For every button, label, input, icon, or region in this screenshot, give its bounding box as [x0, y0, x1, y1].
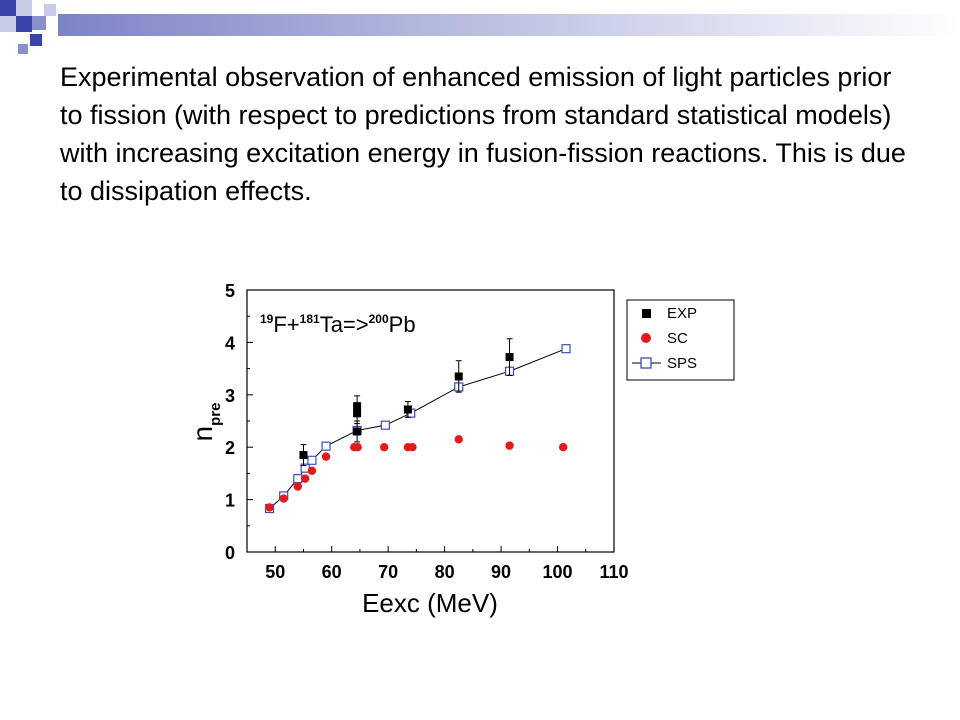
reaction-p1: F+ [273, 312, 299, 337]
reaction-z3: 200 [369, 312, 389, 326]
header-gradient-bar [58, 14, 960, 36]
sps-point [561, 344, 571, 354]
exp-point [505, 353, 514, 362]
sps-point [380, 420, 390, 430]
sps-series-line [269, 348, 567, 509]
sc-point [321, 452, 331, 461]
decor-square-8 [18, 44, 28, 54]
x-axis-label: Eexc (MeV) [362, 588, 498, 618]
exp-point [299, 451, 308, 460]
x-tick-labels: 50 60 70 80 90 100 110 [265, 562, 628, 582]
y-tick-labels: 0 1 2 3 4 5 [225, 281, 235, 563]
sc-point [293, 482, 303, 491]
y-tick-label: 1 [225, 491, 235, 511]
x-tick-label: 100 [543, 562, 573, 582]
legend-exp-label: EXP [667, 305, 697, 322]
x-tick-label: 70 [378, 562, 398, 582]
x-tick-label: 110 [599, 562, 628, 582]
exp-point [353, 427, 362, 436]
sc-point [558, 443, 568, 452]
sc-point [353, 443, 362, 452]
npre-vs-eexc-chart: 50 60 70 80 90 100 110 0 1 2 3 4 5 19F+181Ta=>200Pb… [187, 281, 735, 618]
sc-point [265, 503, 274, 512]
exp-point [353, 402, 362, 411]
axis-ticks [246, 289, 615, 553]
legend-sc-label: SC [667, 330, 688, 347]
sps-point [321, 441, 331, 451]
y-axis-label-main: n [187, 426, 218, 442]
reaction-p2: Ta=> [320, 312, 369, 337]
decor-square-2 [16, 0, 32, 16]
decor-square-4 [16, 16, 32, 32]
y-axis-label: npre [187, 403, 224, 442]
reaction-z1: 19 [260, 312, 274, 326]
sc-point [505, 441, 514, 450]
sps-point [293, 474, 303, 484]
data-marks [264, 338, 571, 514]
y-tick-label: 2 [225, 438, 235, 458]
corner-decoration [0, 0, 960, 60]
legend-sps-marker [640, 357, 652, 369]
y-tick-label: 5 [225, 281, 235, 301]
decor-square-3 [0, 16, 16, 32]
legend-sps-label: SPS [667, 355, 697, 372]
slide-body-text: Experimental observation of enhanced emi… [60, 62, 906, 206]
axes-box [246, 289, 615, 553]
decor-square-7 [44, 4, 56, 16]
reaction-z2: 181 [300, 312, 320, 326]
sc-point [454, 435, 463, 444]
exp-point [454, 372, 463, 381]
sc-point [307, 466, 317, 475]
decor-square-5 [32, 16, 46, 30]
sps-line [269, 348, 567, 509]
sc-point [408, 443, 417, 452]
sc-point [300, 474, 310, 483]
x-tick-label: 50 [265, 562, 285, 582]
sc-point [279, 494, 288, 503]
decor-square-1 [0, 0, 16, 16]
y-tick-label: 3 [225, 386, 235, 406]
plot-frame [246, 289, 615, 553]
svg-text:npre: npre [187, 403, 224, 442]
legend: EXP SC SPS [626, 299, 735, 381]
reaction-label: 19F+181Ta=>200Pb [260, 312, 416, 337]
exp-point [403, 405, 412, 414]
y-tick-label: 0 [225, 543, 235, 563]
x-tick-label: 60 [322, 562, 342, 582]
x-tick-label: 80 [435, 562, 455, 582]
legend-exp-marker [642, 309, 651, 318]
x-tick-label: 90 [491, 562, 511, 582]
sps-point [307, 455, 317, 465]
y-axis-label-sub: pre [207, 403, 224, 426]
y-tick-label: 4 [225, 333, 235, 353]
reaction-p3: Pb [389, 312, 416, 337]
decor-square-6 [30, 34, 42, 46]
sc-point [380, 443, 389, 452]
legend-sc-marker [641, 333, 651, 343]
